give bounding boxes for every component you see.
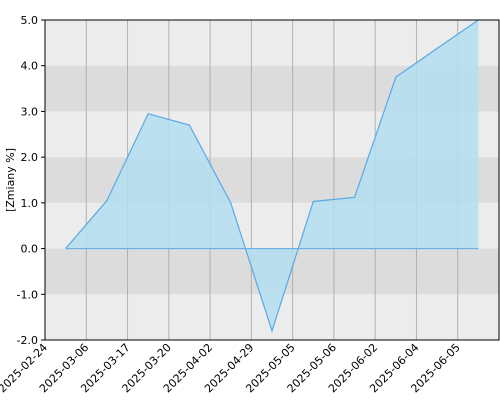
plot-frame xyxy=(44,19,500,341)
y-axis-title: [Zmiany %] xyxy=(4,148,17,212)
y-tick-label: 2.0 xyxy=(21,151,39,164)
y-tick-label: 4.0 xyxy=(21,60,39,73)
y-tick-label: 5.0 xyxy=(21,14,39,27)
y-tick-label: 3.0 xyxy=(21,105,39,118)
line xyxy=(65,19,479,333)
y-tick-label: 0.0 xyxy=(21,243,39,256)
area xyxy=(65,20,479,331)
y-tick-label: -2.0 xyxy=(17,334,38,347)
y-tick-label: -1.0 xyxy=(17,288,38,301)
y-tick-label: 1.0 xyxy=(21,197,39,210)
